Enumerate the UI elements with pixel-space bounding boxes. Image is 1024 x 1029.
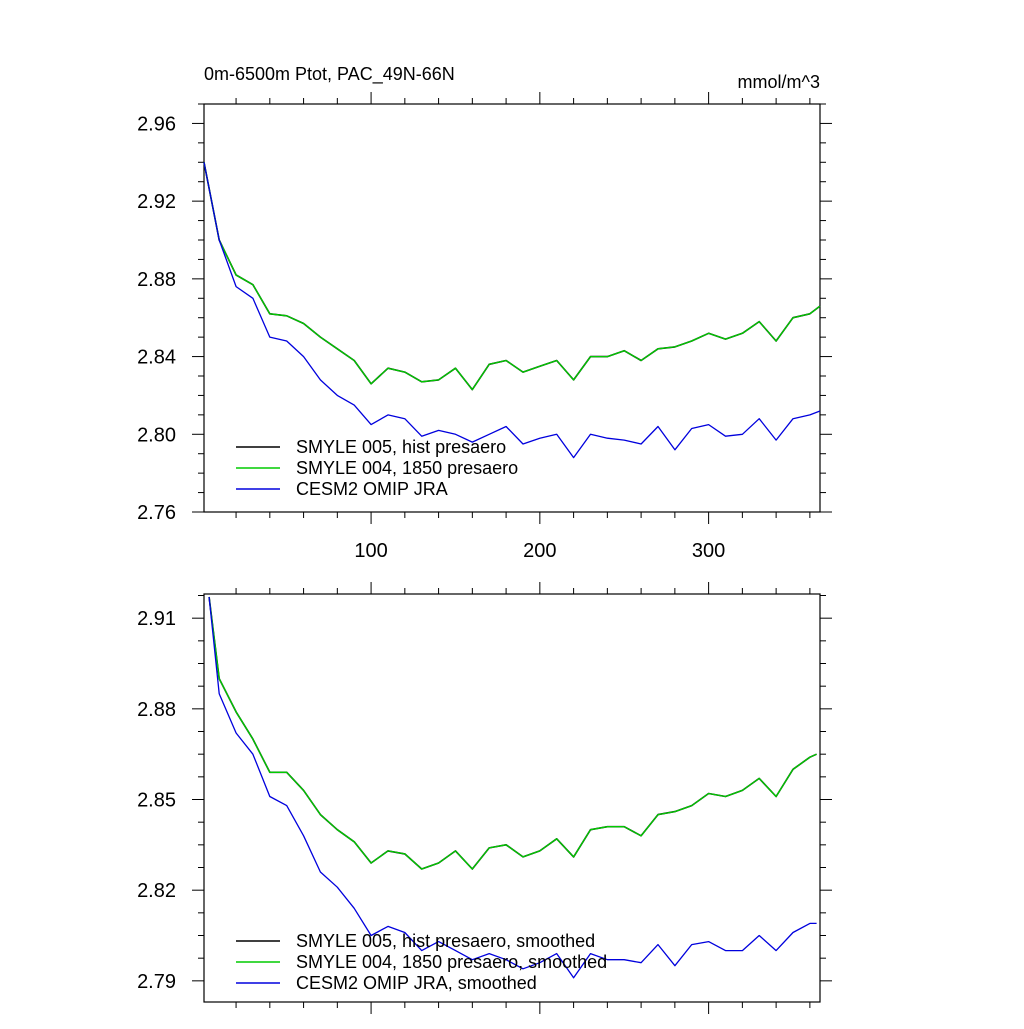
series-line-2 bbox=[203, 162, 821, 391]
y-tick-label: 2.88 bbox=[137, 699, 176, 721]
y-tick-label: 2.84 bbox=[137, 347, 176, 369]
y-tick-label: 2.88 bbox=[137, 269, 176, 291]
legend-label: SMYLE 004, 1850 presaero, smoothed bbox=[296, 952, 607, 972]
legend-label: CESM2 OMIP JRA bbox=[296, 479, 448, 499]
y-tick-label: 2.91 bbox=[137, 608, 176, 630]
legend-label: CESM2 OMIP JRA, smoothed bbox=[296, 973, 537, 993]
series-line-3 bbox=[203, 162, 821, 459]
plot-frame-1 bbox=[203, 593, 821, 1003]
legend-label: SMYLE 004, 1850 presaero bbox=[296, 458, 518, 478]
y-tick-label: 2.92 bbox=[137, 191, 176, 213]
y-tick-label: 2.85 bbox=[137, 790, 176, 812]
legend-label: SMYLE 005, hist presaero bbox=[296, 437, 506, 457]
series-line-2 bbox=[208, 596, 817, 870]
units-label: mmol/m^3 bbox=[738, 72, 820, 92]
x-tick-label: 300 bbox=[692, 540, 725, 562]
series-line-3 bbox=[208, 596, 817, 979]
y-tick-label: 2.76 bbox=[137, 502, 176, 524]
x-tick-label: 200 bbox=[523, 540, 556, 562]
y-tick-label: 2.96 bbox=[137, 113, 176, 135]
y-tick-label: 2.82 bbox=[137, 880, 176, 902]
series-line-1 bbox=[208, 596, 817, 870]
plot-frame-0 bbox=[203, 103, 821, 513]
chart-title: 0m-6500m Ptot, PAC_49N-66N bbox=[204, 64, 455, 85]
series-line-1 bbox=[203, 162, 821, 391]
y-tick-label: 2.79 bbox=[137, 971, 176, 993]
legend-label: SMYLE 005, hist presaero, smoothed bbox=[296, 931, 595, 951]
x-tick-label: 100 bbox=[354, 540, 387, 562]
y-tick-label: 2.80 bbox=[137, 424, 176, 446]
